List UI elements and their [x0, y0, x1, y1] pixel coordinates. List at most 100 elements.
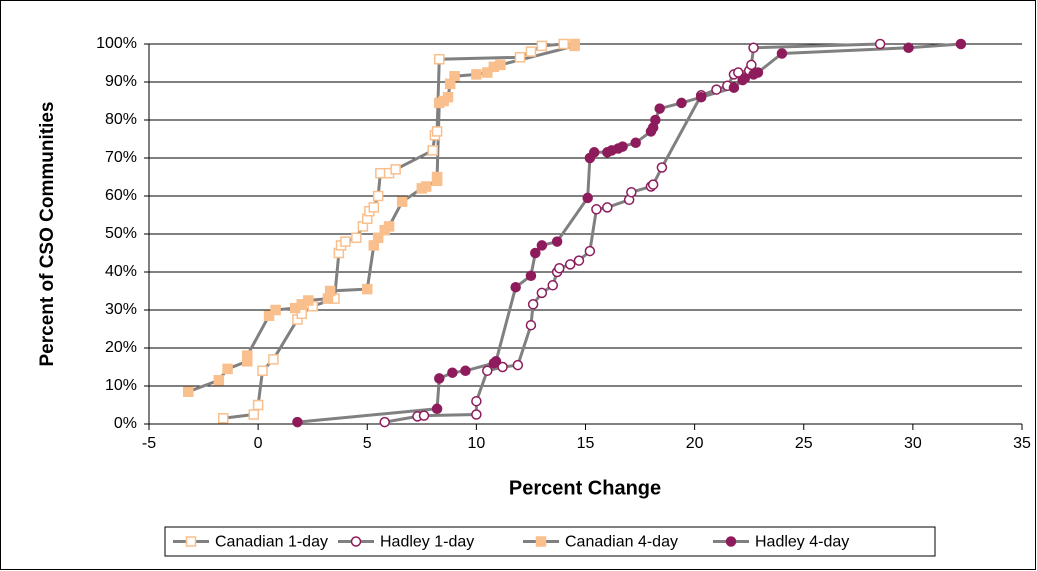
data-point — [588, 147, 600, 158]
y-axis-title: Percent of CSO Communities — [37, 102, 58, 367]
x-tick-label: 25 — [795, 435, 813, 452]
y-tick-label: 20% — [105, 339, 137, 356]
legend-marker — [725, 536, 737, 547]
y-tick-label: 50% — [105, 225, 137, 242]
data-point — [525, 46, 537, 57]
data-point — [324, 285, 336, 297]
y-tick-label: 40% — [105, 263, 137, 280]
data-point — [390, 164, 401, 175]
data-point — [431, 403, 443, 415]
x-tick-label: 20 — [686, 435, 704, 452]
data-point — [573, 255, 585, 266]
y-tick-label: 90% — [105, 73, 137, 90]
data-point — [676, 97, 687, 109]
data-point — [383, 221, 395, 232]
data-point — [292, 416, 303, 428]
data-point — [776, 48, 788, 59]
legend-marker — [535, 536, 547, 547]
legend-marker — [350, 536, 362, 547]
data-point — [617, 141, 628, 152]
data-point — [514, 52, 526, 63]
data-point — [536, 287, 548, 299]
y-tick-label: 30% — [105, 301, 137, 318]
data-point — [471, 395, 482, 407]
data-point — [471, 69, 482, 80]
data-point — [536, 40, 548, 52]
y-tick-label: 80% — [105, 111, 137, 128]
data-point — [874, 38, 886, 50]
data-point — [434, 53, 445, 65]
data-point — [362, 283, 373, 295]
data-point — [490, 356, 502, 367]
data-point — [752, 67, 764, 78]
legend-label: Hadley 1-day — [380, 534, 474, 551]
data-point — [217, 413, 229, 424]
data-point — [495, 59, 506, 71]
data-point — [183, 386, 194, 397]
data-point — [512, 359, 524, 371]
data-point — [303, 295, 314, 306]
data-point — [647, 179, 659, 190]
data-point — [525, 270, 537, 282]
y-tick-label: 10% — [105, 377, 137, 394]
data-point — [213, 375, 225, 386]
data-point — [530, 247, 541, 259]
data-point — [711, 84, 722, 95]
data-point — [551, 236, 563, 247]
data-point — [431, 171, 443, 183]
data-point — [650, 114, 661, 126]
data-point — [525, 319, 537, 331]
data-point — [396, 196, 408, 207]
data-point — [482, 67, 493, 78]
y-tick-label: 0% — [114, 415, 137, 432]
data-point — [375, 167, 386, 179]
legend-marker — [185, 536, 197, 547]
data-point — [558, 38, 569, 50]
data-point — [654, 103, 665, 114]
data-point — [739, 72, 751, 84]
data-point — [626, 186, 637, 198]
data-point — [955, 38, 967, 50]
y-tick-label: 60% — [105, 187, 137, 204]
data-point — [510, 281, 521, 293]
data-point — [903, 42, 914, 54]
data-point — [427, 145, 438, 156]
x-tick-label: -5 — [142, 435, 156, 452]
data-point — [460, 365, 471, 377]
data-point — [547, 280, 559, 291]
data-point — [270, 304, 281, 316]
data-point — [695, 91, 707, 103]
data-point — [447, 367, 458, 378]
data-point — [442, 91, 454, 103]
data-point — [471, 409, 482, 420]
data-point — [434, 373, 445, 384]
data-point — [449, 71, 460, 82]
data-point — [569, 38, 580, 50]
data-point — [418, 410, 430, 421]
x-tick-label: 15 — [577, 435, 595, 452]
x-axis-title: Percent Change — [509, 477, 661, 499]
data-point — [340, 236, 351, 247]
data-point — [582, 192, 593, 204]
legend-label: Hadley 4-day — [755, 534, 849, 551]
data-point — [222, 363, 233, 375]
x-tick-label: 5 — [363, 435, 372, 452]
data-point — [536, 240, 548, 251]
data-point — [497, 361, 508, 373]
data-point — [602, 202, 613, 213]
legend-label: Canadian 1-day — [215, 534, 328, 551]
data-point — [746, 59, 757, 71]
data-point — [368, 202, 380, 213]
data-point — [372, 232, 384, 244]
data-point — [351, 232, 362, 244]
x-tick-label: 0 — [254, 435, 263, 452]
data-point — [420, 181, 432, 192]
data-point — [241, 350, 253, 361]
data-point — [630, 137, 641, 149]
x-tick-label: 35 — [1013, 435, 1031, 452]
data-point — [379, 416, 390, 428]
y-tick-label: 100% — [96, 35, 137, 52]
data-point — [564, 259, 576, 270]
data-point — [257, 365, 268, 377]
